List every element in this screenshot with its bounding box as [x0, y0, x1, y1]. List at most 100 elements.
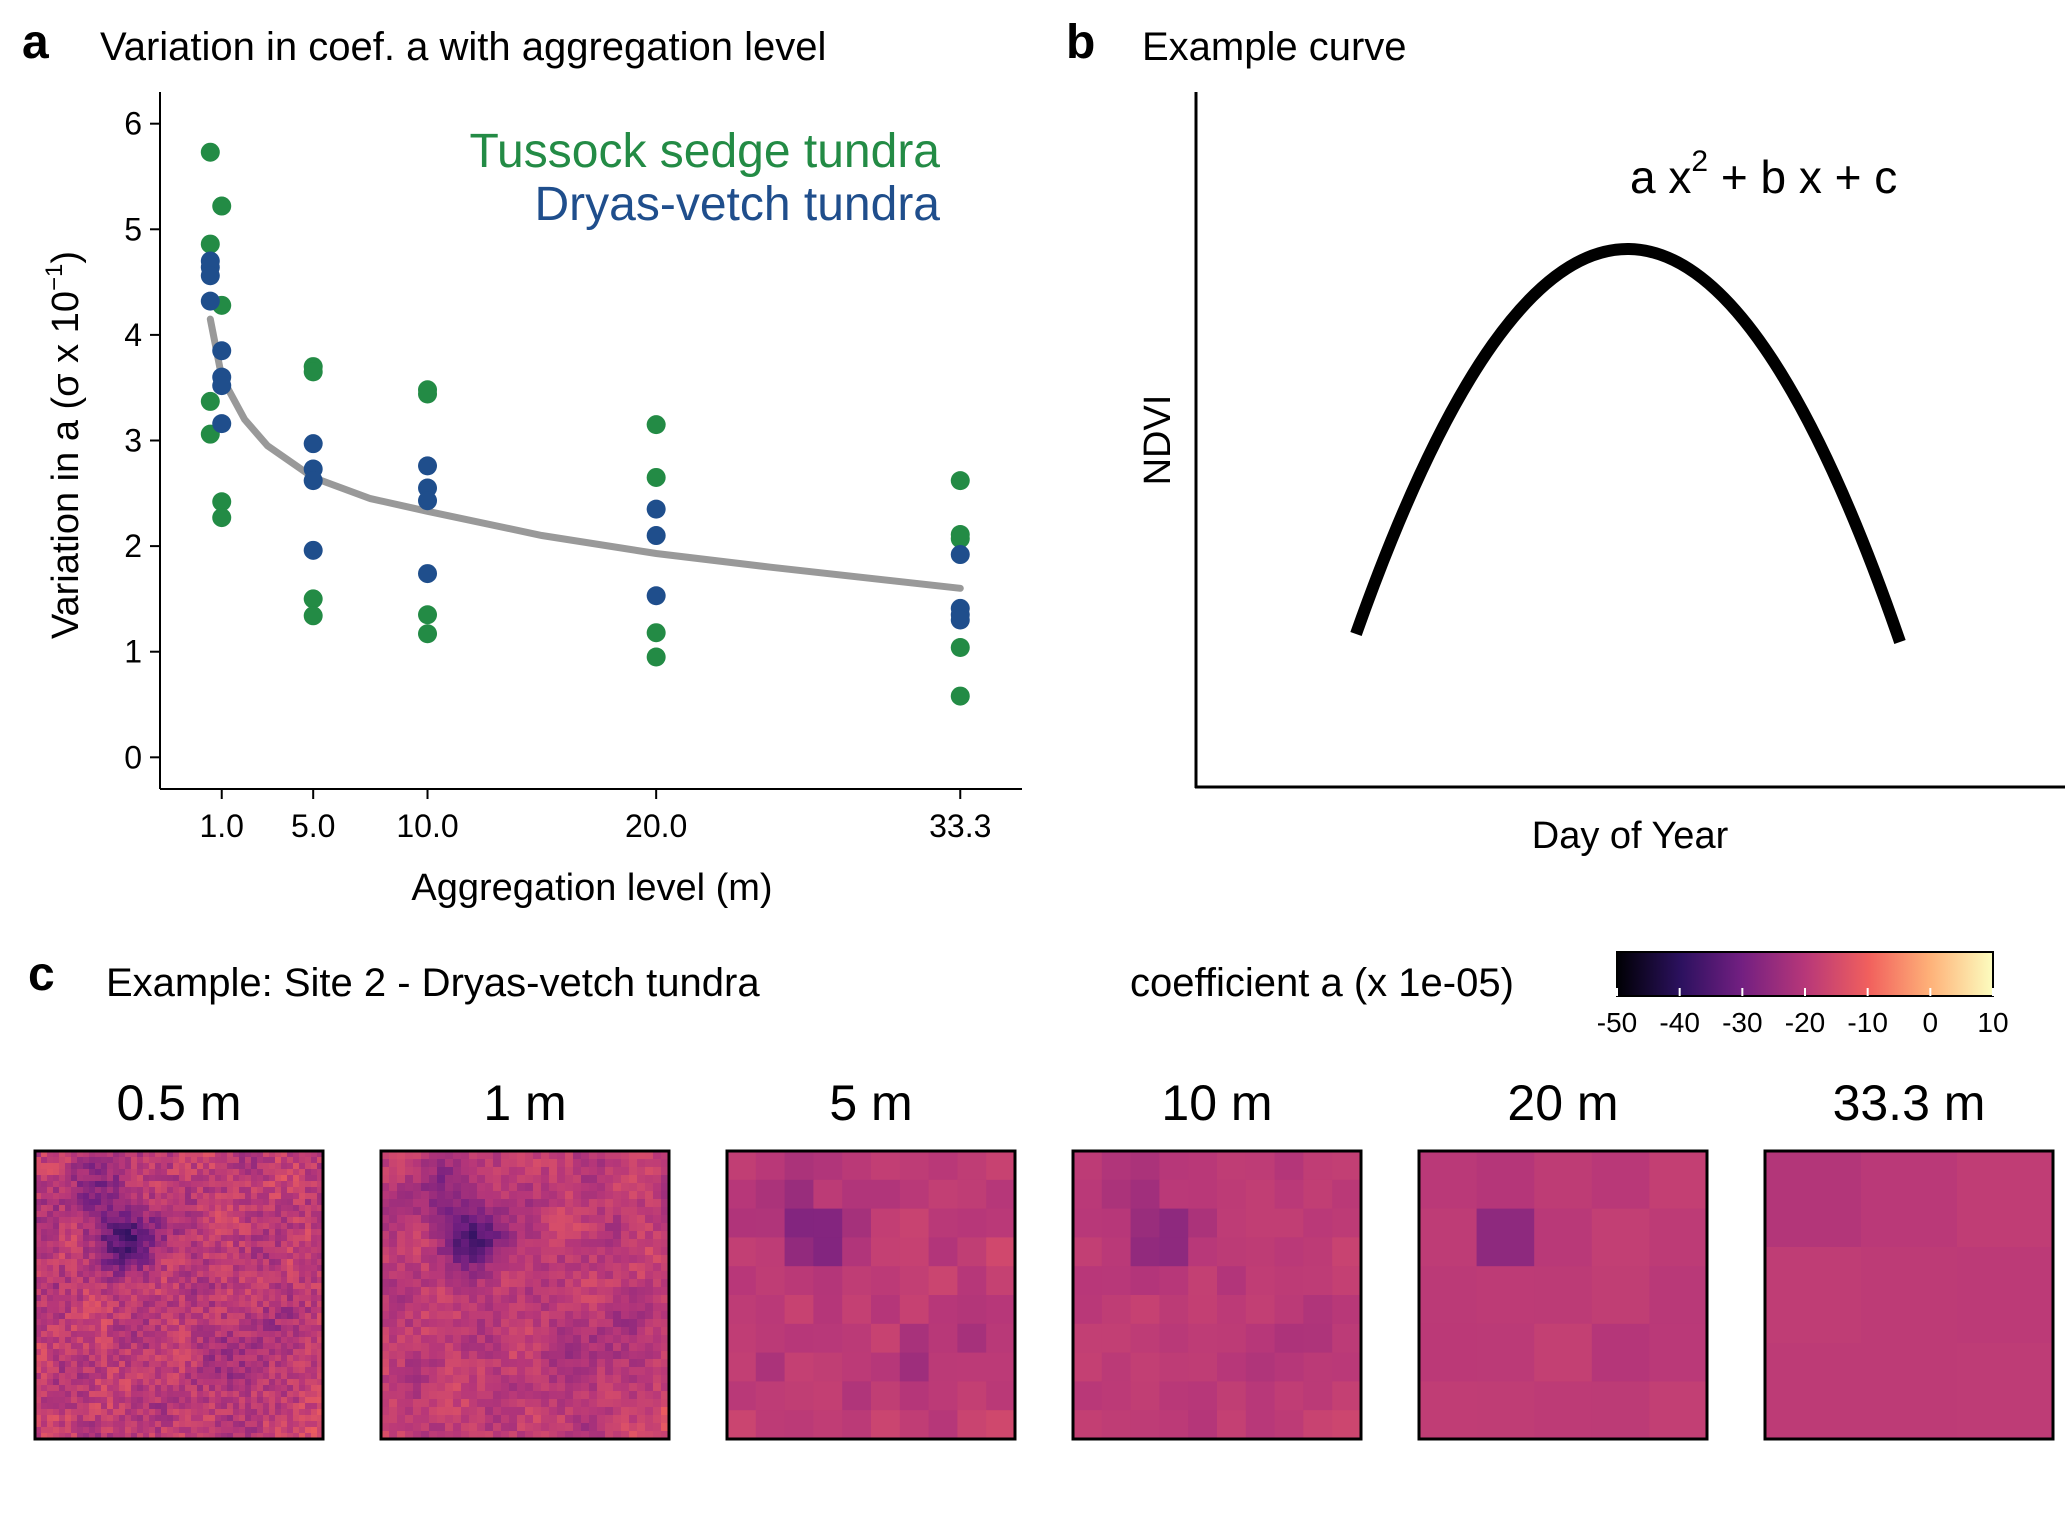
heatmap-cell: [83, 1403, 90, 1410]
heatmap-cell: [197, 1355, 204, 1362]
heatmap-cell: [477, 1223, 486, 1232]
heatmap-cell: [445, 1335, 454, 1344]
heatmap-cell: [233, 1157, 240, 1164]
heatmap-cell: [1274, 1323, 1304, 1354]
heatmap-cell: [89, 1397, 96, 1404]
heatmap-cell: [477, 1231, 486, 1240]
heatmap-cell: [573, 1359, 582, 1368]
heatmap-cell: [47, 1307, 54, 1314]
heatmap-cell: [143, 1421, 150, 1428]
heatmap-cell: [437, 1231, 446, 1240]
heatmap-cell: [389, 1303, 398, 1312]
heatmap-cell: [311, 1343, 318, 1350]
heatmap-1: [381, 1151, 670, 1440]
heatmap-cell: [161, 1325, 168, 1332]
heatmap-cell: [381, 1167, 390, 1176]
heatmap-cell: [143, 1415, 150, 1422]
heatmap-cell: [215, 1187, 222, 1194]
heatmap-cell: [35, 1331, 42, 1338]
heatmap-cell: [185, 1265, 192, 1272]
heatmap-cell: [257, 1211, 264, 1218]
heatmap-cell: [143, 1181, 150, 1188]
heatmap-cell: [533, 1383, 542, 1392]
heatmap-cell: [209, 1187, 216, 1194]
heatmap-cell: [131, 1397, 138, 1404]
heatmap-cell: [269, 1403, 276, 1410]
heatmap-cell: [167, 1325, 174, 1332]
heatmap-cell: [155, 1265, 162, 1272]
heatmap-cell: [77, 1181, 84, 1188]
heatmap-cell: [581, 1319, 590, 1328]
heatmap-cell: [1130, 1151, 1160, 1181]
heatmap-cell: [1159, 1381, 1189, 1411]
heatmap-cell: [209, 1277, 216, 1284]
heatmap-cell: [107, 1379, 114, 1386]
heatmap-cell: [293, 1295, 300, 1302]
heatmap-cell: [661, 1199, 670, 1208]
heatmap-cell: [397, 1175, 406, 1184]
heatmap-cell: [197, 1433, 204, 1440]
heatmap-cell: [485, 1295, 494, 1304]
heatmap-cell: [1101, 1410, 1132, 1440]
heatmap-cell: [41, 1163, 48, 1170]
heatmap-cell: [35, 1229, 42, 1236]
heatmap-cell: [461, 1287, 470, 1296]
heatmap-cell: [101, 1397, 108, 1404]
heatmap-cell: [605, 1351, 614, 1360]
heatmap-cell: [185, 1319, 192, 1326]
heatmap-cell: [637, 1167, 646, 1176]
heatmap-cell: [221, 1397, 228, 1404]
heatmap-cell: [155, 1283, 162, 1290]
heatmap-cell: [209, 1223, 216, 1230]
heatmap-cell: [405, 1223, 414, 1232]
heatmap-cell: [101, 1193, 108, 1200]
heatmap-cell: [629, 1183, 638, 1192]
heatmap-cell: [143, 1391, 150, 1398]
heatmap-cell: [461, 1303, 470, 1312]
heatmap-cell: [597, 1431, 606, 1440]
heatmap-cell: [143, 1331, 150, 1338]
heatmap-cell: [565, 1271, 574, 1280]
heatmap-cell: [95, 1163, 102, 1170]
heatmap-cell: [405, 1207, 414, 1216]
heatmap-cell: [263, 1313, 270, 1320]
heatmap-cell: [533, 1375, 542, 1384]
heatmap-cell: [47, 1331, 54, 1338]
heatmap-cell: [89, 1313, 96, 1320]
heatmap-cell: [155, 1301, 162, 1308]
heatmap-cell: [461, 1255, 470, 1264]
heatmap-cell: [227, 1367, 234, 1374]
heatmap-cell: [215, 1355, 222, 1362]
heatmap-cell: [89, 1379, 96, 1386]
heatmap-cell: [125, 1313, 132, 1320]
heatmap-cell: [589, 1295, 598, 1304]
heatmap-cell: [453, 1359, 462, 1368]
heatmap-cell: [389, 1415, 398, 1424]
heatmap-cell: [131, 1151, 138, 1158]
heatmap-cell: [101, 1175, 108, 1182]
heatmap-cell: [245, 1331, 252, 1338]
heatmap-cell: [281, 1343, 288, 1350]
heatmap-cell: [215, 1283, 222, 1290]
heatmap-cell: [1332, 1410, 1362, 1440]
heatmap-cell: [191, 1403, 198, 1410]
heatmap-cell: [215, 1421, 222, 1428]
heatmap-cell: [461, 1367, 470, 1376]
heatmap-cell: [257, 1253, 264, 1260]
heatmap-cell: [275, 1241, 282, 1248]
heatmap-cell: [209, 1385, 216, 1392]
heatmap-cell: [928, 1179, 958, 1210]
y-axis-title: Variation in a (σ x 10−1): [41, 251, 87, 639]
heatmap-cell: [125, 1211, 132, 1218]
heatmap-cell: [957, 1266, 987, 1296]
heatmap-cell: [251, 1241, 258, 1248]
heatmap-cell: [813, 1381, 843, 1411]
heatmap-cell: [257, 1175, 264, 1182]
heatmap-cell: [197, 1205, 204, 1212]
heatmap-cell: [533, 1367, 542, 1376]
heatmap-cell: [661, 1255, 670, 1264]
heatmap-cell: [65, 1367, 72, 1374]
heatmap-cell: [35, 1373, 42, 1380]
heatmap-cell: [469, 1399, 478, 1408]
heatmap-cell: [53, 1193, 60, 1200]
